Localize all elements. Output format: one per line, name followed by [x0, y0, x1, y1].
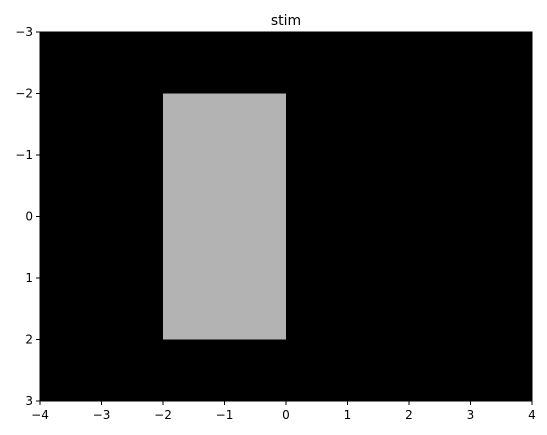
- chart-title: stim: [271, 13, 301, 29]
- stimulus-region-0: [163, 93, 286, 340]
- y-tick-label: −1: [15, 148, 33, 162]
- y-tick-label: 0: [25, 210, 33, 224]
- x-tick-label: −3: [93, 408, 111, 422]
- x-tick-label: 3: [467, 408, 475, 422]
- y-axis: −3 −2 −1 0 1 2 3: [15, 25, 40, 408]
- y-tick-label: 1: [25, 271, 33, 285]
- y-tick-label: 2: [25, 333, 33, 347]
- x-axis: −4 −3 −2 −1 0 1 2 3 4: [31, 401, 536, 422]
- stimulus-regions: [163, 93, 286, 340]
- x-tick-label: −4: [31, 408, 49, 422]
- x-tick-label: 2: [405, 408, 413, 422]
- y-tick-label: −2: [15, 87, 33, 101]
- x-tick-label: 4: [528, 408, 536, 422]
- x-tick-label: −2: [154, 408, 172, 422]
- y-tick-label: −3: [15, 25, 33, 39]
- x-tick-label: 0: [282, 408, 290, 422]
- x-tick-label: −1: [216, 408, 234, 422]
- x-tick-label: 1: [344, 408, 352, 422]
- y-tick-label: 3: [25, 394, 33, 408]
